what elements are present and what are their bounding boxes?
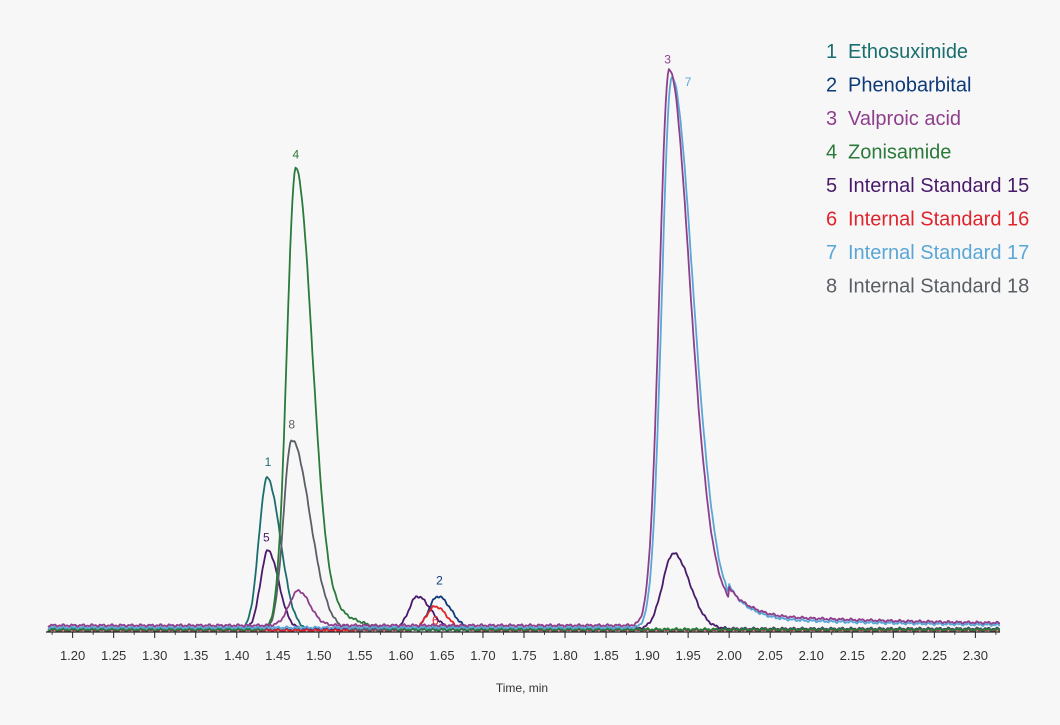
- x-tick-label-1.55: 1.55: [347, 648, 372, 663]
- series-line-3: [47, 68, 1000, 628]
- x-tick-label-1.50: 1.50: [306, 648, 331, 663]
- legend-label: Internal Standard 16: [848, 209, 1029, 231]
- peak-label-6: 6: [432, 613, 439, 627]
- x-tick-label-1.75: 1.75: [511, 648, 536, 663]
- legend-entry-1: 1 Ethosuximide: [826, 41, 968, 63]
- peak-label-8: 8: [288, 418, 295, 432]
- x-axis: 1.20 1.25 1.30 1.35 1.40 1.45 1.50 1.55 1.60 1.65…: [46, 631, 1000, 663]
- legend-entry-7: 7 Internal Standard 17: [826, 242, 1029, 264]
- legend-number: 4: [826, 142, 837, 164]
- legend-number: 8: [826, 276, 837, 298]
- peak-label-1: 1: [265, 455, 272, 469]
- legend-entry-2: 2 Phenobarbital: [826, 75, 971, 97]
- series-line-5: [47, 549, 1000, 632]
- peak-label-3: 3: [664, 53, 671, 67]
- series-line-7: [47, 76, 1000, 630]
- legend-label: Internal Standard 18: [848, 276, 1029, 298]
- x-tick-label-2.15: 2.15: [840, 648, 865, 663]
- legend-entry-8: 8 Internal Standard 18: [826, 276, 1029, 298]
- legend-label: Ethosuximide: [848, 41, 968, 63]
- peak-label-7: 7: [685, 75, 692, 89]
- x-tick-label-1.20: 1.20: [60, 648, 85, 663]
- legend: 1 Ethosuximide 2 Phenobarbital 3 Valproic aci…: [826, 41, 1029, 298]
- x-tick-label-1.65: 1.65: [429, 648, 454, 663]
- legend-number: 6: [826, 209, 837, 231]
- legend-number: 2: [826, 75, 837, 97]
- series-line-8: [47, 439, 1001, 632]
- x-tick-label-1.60: 1.60: [388, 648, 413, 663]
- x-tick-label-1.25: 1.25: [101, 648, 126, 663]
- peak-label-5: 5: [263, 531, 270, 545]
- legend-label: Valproic acid: [848, 108, 961, 130]
- legend-entry-4: 4 Zonisamide: [826, 142, 951, 164]
- legend-number: 7: [826, 242, 837, 264]
- x-tick-label-1.70: 1.70: [470, 648, 495, 663]
- x-tick-label-1.95: 1.95: [675, 648, 700, 663]
- x-tick-label-2.05: 2.05: [758, 648, 783, 663]
- peak-label-2: 2: [436, 574, 443, 588]
- x-tick-label-1.85: 1.85: [593, 648, 618, 663]
- x-tick-label-2.30: 2.30: [963, 648, 988, 663]
- x-tick-label-1.35: 1.35: [183, 648, 208, 663]
- legend-label: Internal Standard 17: [848, 242, 1029, 264]
- series-line-1: [47, 476, 1001, 632]
- x-tick-label-1.90: 1.90: [634, 648, 659, 663]
- x-tick-label-1.40: 1.40: [224, 648, 249, 663]
- x-tick-label-2.10: 2.10: [799, 648, 824, 663]
- legend-label: Phenobarbital: [848, 75, 971, 97]
- legend-entry-3: 3 Valproic acid: [826, 108, 961, 130]
- x-tick-label-2.00: 2.00: [717, 648, 742, 663]
- series-line-4: [47, 166, 1000, 632]
- legend-number: 1: [826, 41, 837, 63]
- peak-labels: 1 2 3 4 5 6 7 8: [263, 53, 692, 628]
- x-tick-label-1.45: 1.45: [265, 648, 290, 663]
- legend-label: Zonisamide: [848, 142, 951, 164]
- legend-label: Internal Standard 15: [848, 175, 1029, 197]
- series-layer: [47, 68, 1001, 632]
- x-tick-label-1.80: 1.80: [552, 648, 577, 663]
- x-tick-label-1.30: 1.30: [142, 648, 167, 663]
- x-tick-label-2.25: 2.25: [922, 648, 947, 663]
- legend-number: 5: [826, 175, 837, 197]
- legend-entry-6: 6 Internal Standard 16: [826, 209, 1029, 231]
- legend-entry-5: 5 Internal Standard 15: [826, 175, 1029, 197]
- legend-number: 3: [826, 108, 837, 130]
- x-axis-label: Time, min: [496, 681, 548, 695]
- x-tick-label-2.20: 2.20: [881, 648, 906, 663]
- peak-label-4: 4: [293, 148, 300, 162]
